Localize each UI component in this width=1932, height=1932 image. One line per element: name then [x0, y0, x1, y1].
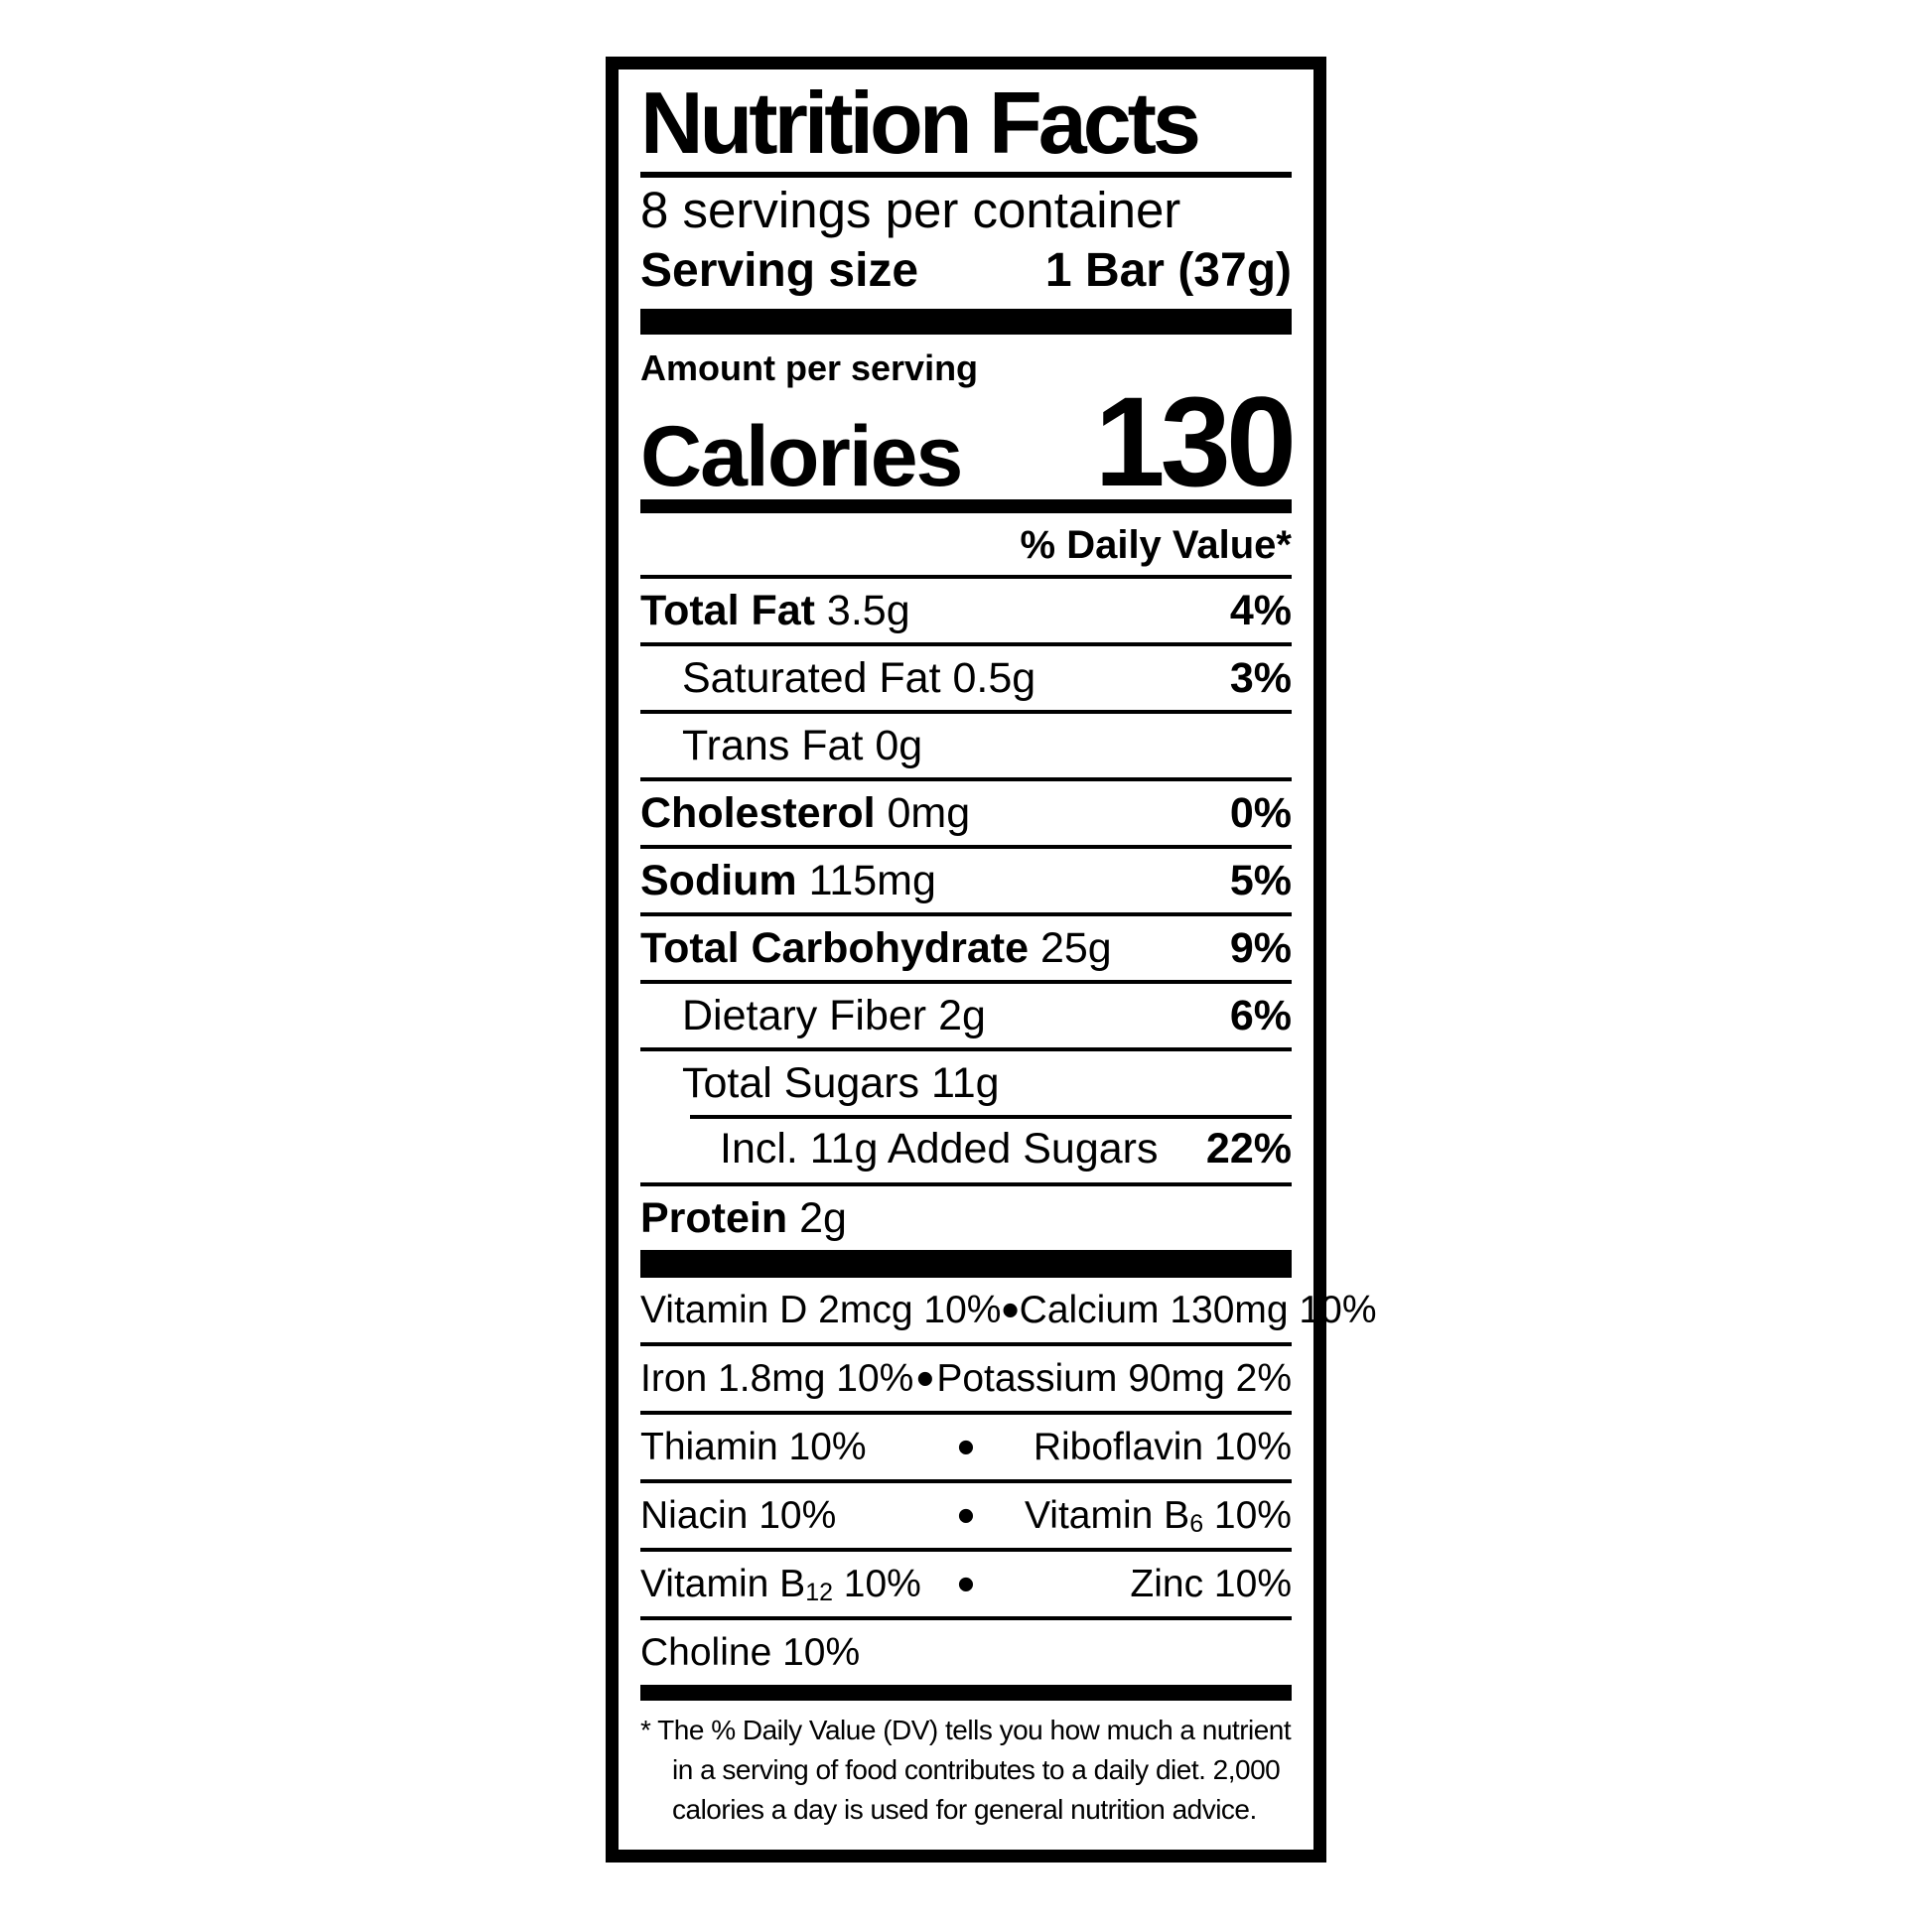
nutrition-facts-label: Nutrition Facts 8 servings per container…: [606, 57, 1377, 1863]
vitamin-right: Vitamin B6 10%: [1025, 1493, 1292, 1539]
servings-per-container: 8 servings per container: [640, 182, 1181, 239]
nutrient-value: Dietary Fiber 2g: [682, 991, 986, 1039]
vitamin-right: Zinc 10%: [1130, 1562, 1292, 1605]
vitamin-right: Potassium 90mg 2%: [936, 1356, 1292, 1400]
vitamin-left: Vitamin B12 10%: [640, 1562, 921, 1607]
daily-value-header: % Daily Value*: [640, 513, 1292, 580]
amount-per-serving-label: Amount per serving: [640, 347, 979, 389]
vitamin-left: Niacin 10%: [640, 1493, 837, 1537]
vitamin-left: Choline 10%: [640, 1630, 861, 1674]
label-title: Nutrition Facts: [640, 75, 1292, 179]
nutrient-value: 115mg: [796, 856, 936, 904]
nutrient-name: Sodium: [640, 856, 797, 904]
section-divider-thick: [640, 309, 1292, 336]
vitamin-right: Riboflavin 10%: [1033, 1425, 1292, 1468]
vitamin-right: Calcium 130mg 10%: [1019, 1288, 1377, 1331]
nutrient-name: Cholesterol: [640, 788, 876, 837]
nutrient-dv: 0%: [1229, 788, 1292, 837]
footnote-line: calories a day is used for general nutri…: [672, 1794, 1257, 1826]
vitamin-left: Vitamin D 2mcg 10%: [640, 1288, 1002, 1331]
calories-value: 130: [1094, 371, 1297, 514]
vitamin-row-choline: Choline 10%: [640, 1616, 1292, 1685]
nutrient-row-sodium: Sodium 115mg 5%: [640, 845, 1292, 912]
subscript: 12: [805, 1579, 833, 1607]
nutrient-dv: 5%: [1229, 856, 1292, 904]
nutrient-name: Protein: [640, 1193, 788, 1242]
serving-size-row: Serving size 1 Bar (37g): [640, 241, 1292, 301]
section-divider-medium: [640, 499, 1292, 514]
serving-size-value: 1 Bar (37g): [1044, 244, 1292, 298]
nutrient-row-total-carbohydrate: Total Carbohydrate 25g 9%: [640, 912, 1292, 980]
vitamin-row-niacin-b6: Niacin 10% • Vitamin B6 10%: [640, 1479, 1292, 1548]
nutrient-value: 0mg: [875, 788, 971, 837]
nutrient-row-trans-fat: Trans Fat 0g: [640, 710, 1292, 777]
calories-row: Calories 130: [640, 378, 1297, 505]
vitamin-row-iron-potassium: Iron 1.8mg 10% • Potassium 90mg 2%: [640, 1342, 1292, 1411]
nutrient-value: 25g: [1029, 923, 1112, 972]
nutrient-dv: 3%: [1229, 653, 1292, 702]
nutrient-value: Total Sugars 11g: [682, 1058, 1000, 1107]
nutrient-dv: 6%: [1229, 991, 1292, 1039]
vitamin-left: Thiamin 10%: [640, 1425, 867, 1468]
nutrient-row-protein: Protein 2g: [640, 1182, 1292, 1250]
nutrient-value: Incl. 11g Added Sugars: [720, 1124, 1159, 1173]
nutrient-dv: 4%: [1229, 586, 1292, 634]
nutrient-value: Trans Fat 0g: [682, 721, 923, 769]
nutrient-value: Saturated Fat 0.5g: [682, 653, 1036, 702]
vitamin-left: Iron 1.8mg 10%: [640, 1356, 914, 1400]
nutrient-row-added-sugars: Incl. 11g Added Sugars 22%: [640, 1115, 1292, 1182]
nutrient-value: 2g: [787, 1193, 847, 1242]
section-divider-medium: [640, 1685, 1292, 1702]
vitamin-row-b12-zinc: Vitamin B12 10% • Zinc 10%: [640, 1548, 1292, 1616]
nutrient-dv: 9%: [1229, 923, 1292, 972]
footnote-line: in a serving of food contributes to a da…: [672, 1754, 1281, 1786]
nutrient-row-total-fat: Total Fat 3.5g 4%: [640, 579, 1292, 642]
footnote-line: * The % Daily Value (DV) tells you how m…: [640, 1715, 1292, 1746]
nutrient-name: Total Carbohydrate: [640, 923, 1030, 972]
serving-size-label: Serving size: [640, 244, 919, 298]
vitamin-row-thiamin-riboflavin: Thiamin 10% • Riboflavin 10%: [640, 1411, 1292, 1479]
subscript: 6: [1189, 1510, 1204, 1539]
nutrient-row-saturated-fat: Saturated Fat 0.5g 3%: [640, 642, 1292, 710]
daily-value-footnote: * The % Daily Value (DV) tells you how m…: [640, 1711, 1292, 1830]
vitamin-row-d-calcium: Vitamin D 2mcg 10% • Calcium 130mg 10%: [640, 1281, 1377, 1339]
nutrient-dv: 22%: [1205, 1124, 1292, 1173]
nutrient-row-total-sugars: Total Sugars 11g: [640, 1047, 1292, 1115]
nutrient-row-dietary-fiber: Dietary Fiber 2g 6%: [640, 980, 1292, 1047]
nutrient-value: 3.5g: [814, 586, 910, 634]
section-divider-thick: [640, 1250, 1292, 1279]
nutrient-name: Total Fat: [640, 586, 815, 634]
calories-label: Calories: [640, 409, 963, 505]
nutrient-row-cholesterol: Cholesterol 0mg 0%: [640, 777, 1292, 845]
